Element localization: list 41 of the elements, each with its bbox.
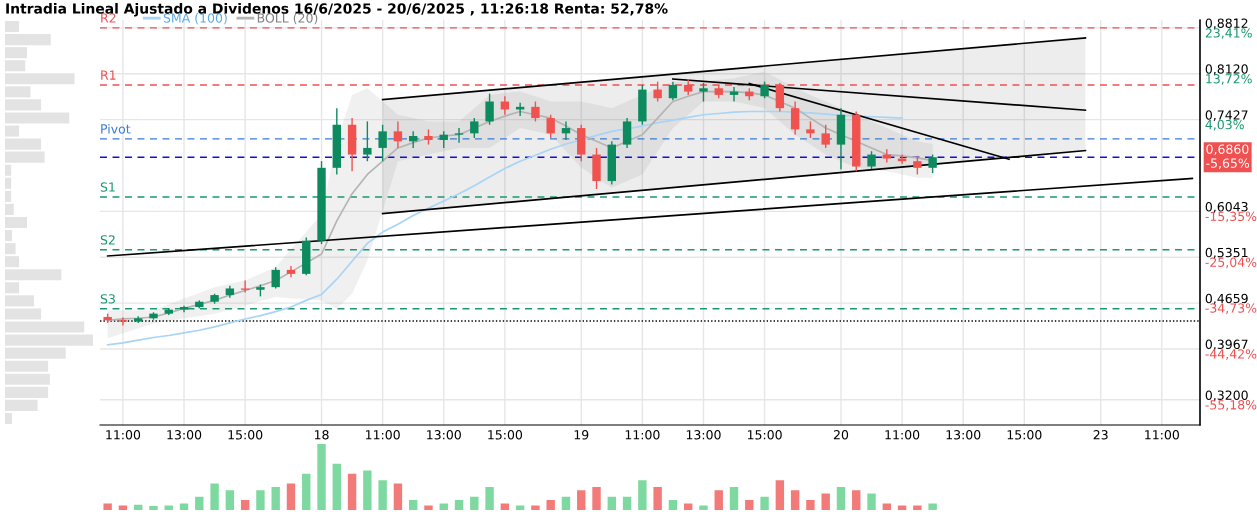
y2-tick-label: -55,18%	[1205, 400, 1257, 411]
y-tick-label: 0,6043	[1205, 201, 1248, 213]
x-tick-label: 15:00	[1007, 430, 1042, 440]
legend-label: BOLL (20)	[257, 13, 318, 25]
ref-line-label: S2	[100, 235, 115, 245]
y-tick-label: 0,8812	[1205, 18, 1248, 30]
y2-tick-label: -15,35%	[1205, 211, 1257, 223]
y2-tick-label: 4,03%	[1205, 119, 1244, 131]
ref-line-label: Pivot	[101, 123, 131, 134]
ref-line-label: S1	[100, 182, 115, 192]
y-tick-label: 0,5351	[1205, 247, 1248, 259]
y2-tick-label: -34,73%	[1205, 303, 1257, 315]
x-tick-label: 11:00	[106, 430, 141, 440]
x-tick-label: 11:00	[1145, 430, 1179, 440]
x-tick-label: 20	[833, 430, 849, 440]
y2-tick-label: -44,42%	[1205, 349, 1257, 360]
x-tick-label: 11:00	[625, 430, 660, 440]
x-tick-label: 13:00	[946, 430, 981, 440]
x-tick-label: 13:00	[167, 430, 202, 440]
ref-line-label: S3	[100, 294, 115, 304]
x-tick-label: 19	[574, 430, 589, 440]
x-tick-label: 18	[314, 430, 329, 440]
y2-tick-label: 13,72%	[1206, 74, 1252, 85]
y2-tick-label: -25,04%	[1205, 257, 1257, 269]
x-tick-label: 11:00	[366, 430, 400, 440]
y-tick-label: 0,3200	[1205, 390, 1248, 402]
y-tick-label: 0,3967	[1205, 339, 1248, 351]
x-tick-label: 11:00	[885, 430, 920, 440]
x-tick-label: 15:00	[747, 430, 782, 440]
y-tick-label: 0,7427	[1205, 110, 1248, 121]
x-tick-label: 23	[1093, 430, 1108, 440]
x-tick-label: 13:00	[686, 430, 721, 440]
y2-tick-label: 23,41%	[1205, 28, 1252, 39]
x-tick-label: 13:00	[427, 430, 461, 440]
x-tick-label: 15:00	[228, 430, 263, 440]
ref-line-label: 0,6860 -5,65%	[1206, 144, 1250, 170]
x-tick-label: 15:00	[488, 430, 523, 440]
y-tick-label: 0,8120	[1205, 64, 1248, 76]
ref-line-label: R2	[101, 13, 116, 23]
ref-line-label: R1	[101, 70, 116, 80]
y-tick-label: 0,4659	[1205, 293, 1248, 305]
